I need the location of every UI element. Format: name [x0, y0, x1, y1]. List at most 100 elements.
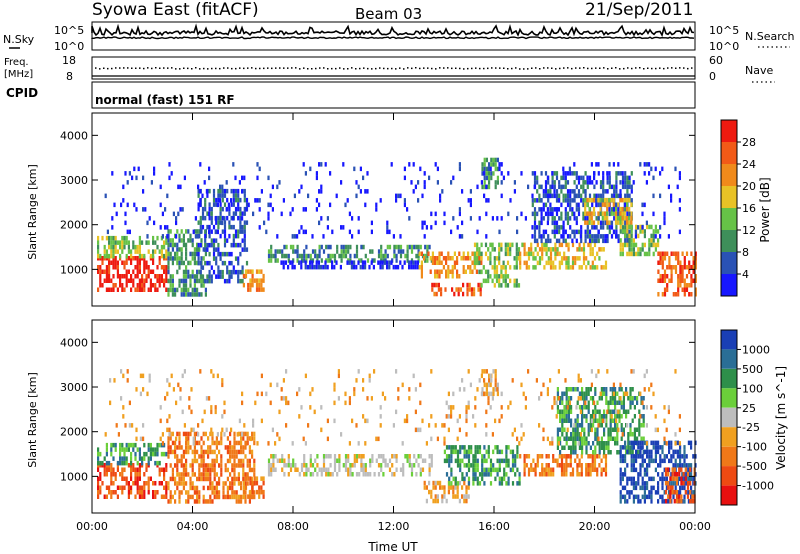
- heatmap-cell: [483, 184, 486, 190]
- heatmap-cell: [318, 202, 321, 208]
- heatmap-cell: [216, 373, 219, 379]
- heatmap-cell: [639, 449, 642, 455]
- heatmap-cell: [333, 382, 336, 388]
- heatmap-cell: [603, 215, 607, 221]
- heatmap-cell: [670, 274, 673, 279]
- heatmap-cell: [685, 454, 688, 459]
- heatmap-cell: [560, 202, 563, 208]
- heatmap-cell: [547, 238, 550, 244]
- heatmap-cell: [628, 242, 631, 248]
- heatmap-cell: [584, 206, 587, 212]
- heatmap-cell: [114, 447, 117, 452]
- heatmap-cell: [240, 494, 243, 500]
- colorbar-swatch: [721, 466, 737, 486]
- heatmap-cell: [449, 256, 452, 261]
- heatmap-cell: [119, 240, 122, 245]
- heatmap-cell: [240, 436, 243, 441]
- heatmap-cell: [494, 418, 497, 424]
- heatmap-cell: [434, 220, 437, 226]
- heatmap-cell: [233, 494, 236, 500]
- heatmap-cell: [681, 454, 684, 459]
- heatmap-cell: [547, 472, 550, 477]
- heatmap-cell: [504, 265, 507, 270]
- heatmap-cell: [219, 251, 222, 257]
- heatmap-cell: [158, 472, 161, 477]
- heatmap-cell: [128, 423, 131, 428]
- heatmap-cell: [180, 260, 183, 266]
- heatmap-cell: [135, 387, 138, 392]
- heatmap-cell: [573, 198, 576, 203]
- heatmap-cell: [410, 463, 414, 468]
- heatmap-cell: [668, 449, 671, 455]
- heatmap-cell: [680, 494, 683, 499]
- heatmap-cell: [646, 472, 649, 477]
- heatmap-cell: [171, 278, 174, 284]
- heatmap-cell: [197, 432, 200, 437]
- heatmap-cell: [637, 494, 640, 500]
- heatmap-cell: [210, 211, 213, 216]
- heatmap-cell: [309, 405, 312, 410]
- heatmap-cell: [565, 260, 568, 266]
- heatmap-cell: [601, 202, 604, 207]
- heatmap-cell: [540, 220, 543, 226]
- heatmap-cell: [555, 189, 559, 194]
- heatmap-cell: [166, 427, 169, 433]
- heatmap-cell: [533, 171, 537, 176]
- heatmap-cell: [97, 460, 100, 466]
- heatmap-cell: [403, 166, 406, 172]
- heatmap-cell: [437, 287, 440, 292]
- heatmap-cell: [588, 215, 591, 221]
- heatmap-cell: [244, 485, 248, 490]
- heatmap-cell: [208, 233, 211, 239]
- heatmap-cell: [661, 458, 664, 464]
- heatmap-cell: [674, 265, 678, 270]
- heatmap-cell: [643, 481, 646, 486]
- heatmap-cell: [135, 207, 138, 212]
- heatmap-cell: [233, 463, 236, 468]
- heatmap-cell: [576, 400, 579, 405]
- heatmap-cell: [469, 265, 472, 270]
- heatmap-cell: [498, 467, 501, 473]
- heatmap-cell: [441, 189, 444, 194]
- heatmap-cell: [480, 180, 483, 185]
- heatmap-cell: [555, 225, 559, 230]
- heatmap-cell: [504, 283, 507, 288]
- heatmap-cell: [594, 409, 597, 414]
- heatmap-cell: [355, 454, 359, 459]
- heatmap-cell: [174, 499, 177, 504]
- freq-point: [499, 67, 501, 69]
- heatmap-cell: [648, 247, 651, 252]
- heatmap-cell: [587, 423, 590, 428]
- heatmap-cell: [670, 265, 673, 270]
- heatmap-cell: [281, 249, 284, 254]
- heatmap-cell: [480, 242, 483, 248]
- heatmap-cell: [103, 253, 106, 259]
- heatmap-cell: [272, 458, 275, 463]
- heatmap-cell: [289, 260, 292, 265]
- heatmap-cell: [500, 458, 504, 464]
- heatmap-cell: [645, 220, 648, 226]
- heatmap-cell: [362, 463, 365, 468]
- heatmap-cell: [141, 490, 144, 495]
- heatmap-cell: [547, 463, 550, 468]
- heatmap-cell: [551, 220, 554, 226]
- heatmap-cell: [243, 193, 246, 198]
- heatmap-cell: [210, 369, 213, 374]
- heatmap-cell: [215, 197, 218, 203]
- heatmap-cell: [491, 396, 494, 401]
- heatmap-cell: [395, 253, 398, 259]
- heatmap-cell: [248, 467, 251, 473]
- heatmap-cell: [138, 472, 141, 477]
- heatmap-cell: [663, 216, 666, 221]
- heatmap-cell: [567, 405, 570, 410]
- heatmap-cell: [525, 265, 528, 270]
- heatmap-cell: [196, 242, 199, 248]
- heatmap-cell: [654, 242, 657, 248]
- heatmap-cell: [205, 189, 208, 194]
- heatmap-cell: [657, 278, 660, 283]
- heatmap-cell: [481, 166, 484, 172]
- heatmap-cell: [536, 251, 539, 257]
- heatmap-cell: [560, 458, 564, 463]
- heatmap-cell: [578, 441, 581, 446]
- heatmap-cell: [327, 253, 330, 259]
